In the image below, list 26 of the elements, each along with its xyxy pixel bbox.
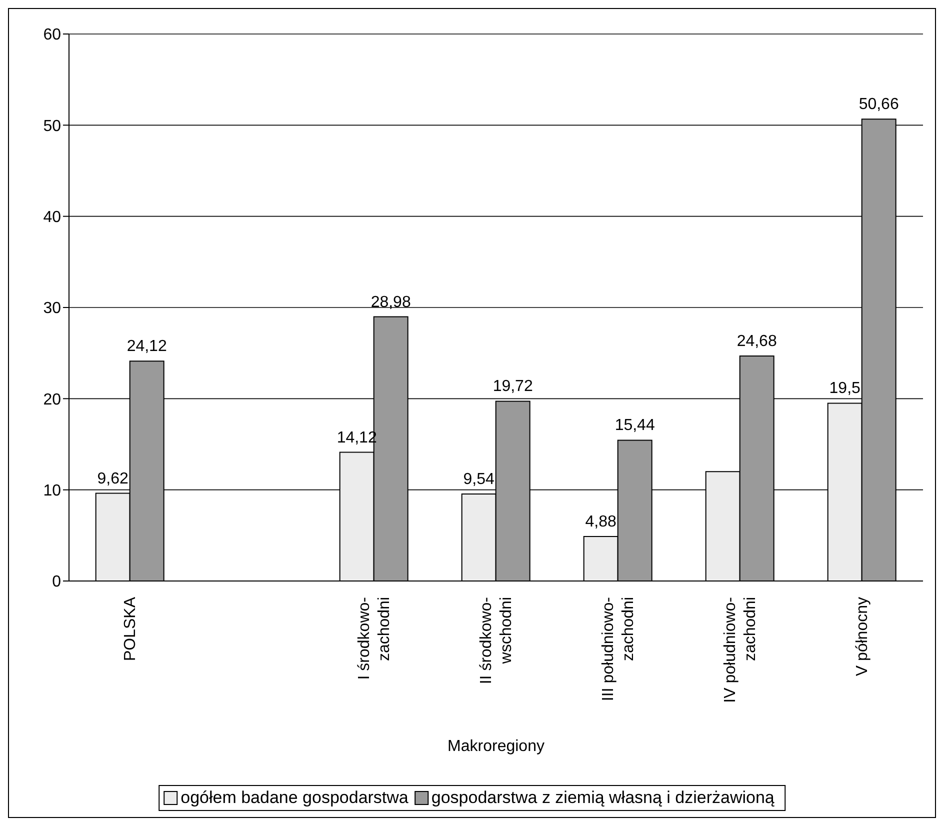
data-label: 50,66 bbox=[858, 96, 899, 114]
x-tick-label: I środkowo-zachodni bbox=[356, 597, 393, 680]
x-axis-title: Makroregiony bbox=[448, 738, 544, 755]
legend-label: gospodarstwa z ziemią własną i dzierżawioną bbox=[430, 788, 774, 808]
data-label: 15,44 bbox=[614, 417, 655, 434]
y-tick-label: 50 bbox=[43, 118, 62, 135]
x-tick-label: III południowo-zachodni bbox=[600, 597, 637, 702]
data-label: 4,88 bbox=[585, 514, 617, 531]
data-label: 19,72 bbox=[492, 378, 533, 396]
data-label: 24,12 bbox=[126, 338, 167, 356]
x-tick-label: II środkowo-wschodni bbox=[478, 597, 515, 684]
data-label: 9,62 bbox=[97, 470, 129, 488]
data-label: 24,68 bbox=[736, 333, 777, 350]
y-tick-label: 60 bbox=[43, 26, 62, 44]
y-tick-label: 20 bbox=[43, 391, 62, 408]
data-label: 9,54 bbox=[463, 471, 495, 488]
y-tick-label: 40 bbox=[43, 209, 62, 226]
x-tick-label: V północny bbox=[854, 597, 871, 676]
y-tick-label: 0 bbox=[52, 574, 62, 591]
x-tick-label: POLSKA bbox=[122, 596, 139, 662]
x-tick-label: IV południowo-zachodni bbox=[722, 597, 759, 703]
legend-label: ogółem badane gospodarstwa bbox=[180, 788, 408, 808]
y-tick-label: 30 bbox=[43, 300, 62, 318]
data-label: 28,98 bbox=[370, 294, 411, 311]
y-tick-label: 10 bbox=[43, 482, 62, 500]
data-label: 19,5 bbox=[829, 380, 861, 398]
